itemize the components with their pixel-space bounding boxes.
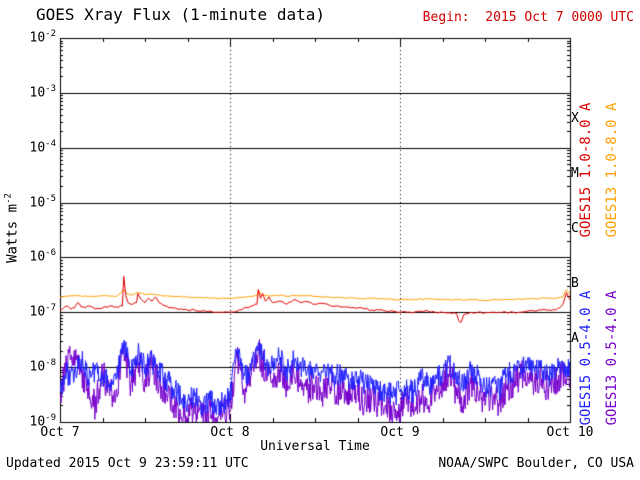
y-tick-label: 10-4 <box>29 138 57 156</box>
y-tick-label: 10-9 <box>29 413 57 430</box>
flare-class-label: X <box>571 111 579 127</box>
flare-class-label: M <box>571 166 579 182</box>
x-axis-label: Universal Time <box>260 439 370 454</box>
x-tick-label: Oct 8 <box>210 425 250 440</box>
y-tick-label: 10-7 <box>29 303 57 320</box>
flare-class-label: B <box>571 275 579 291</box>
flare-class-label: A <box>571 330 579 346</box>
y-tick-label: 10-5 <box>29 193 57 210</box>
x-tick-label: Oct 10 <box>546 425 594 440</box>
legend-label: GOES13 0.5-4.0 A <box>604 290 620 426</box>
updated-timestamp: Updated 2015 Oct 9 23:59:11 UTC <box>6 456 249 471</box>
data-source-label: NOAA/SWPC Boulder, CO USA <box>438 456 634 471</box>
legend-label: GOES13 1.0-8.0 A <box>604 102 620 238</box>
y-tick-label: 10-6 <box>29 248 57 265</box>
begin-time-label: Begin: 2015 Oct 7 0000 UTC <box>422 10 634 25</box>
chart-title: GOES Xray Flux (1-minute data) <box>36 5 325 24</box>
legend-label: GOES15 1.0-8.0 A <box>578 102 594 238</box>
flare-class-label: C <box>571 221 579 236</box>
y-tick-label: 10-8 <box>29 358 57 375</box>
y-tick-label: 10-3 <box>29 83 57 101</box>
x-tick-label: Oct 9 <box>380 425 420 440</box>
y-tick-label: 10-2 <box>29 29 57 46</box>
x-tick-label: Oct 7 <box>40 425 80 440</box>
legend-label: GOES15 0.5-4.0 A <box>578 290 594 426</box>
